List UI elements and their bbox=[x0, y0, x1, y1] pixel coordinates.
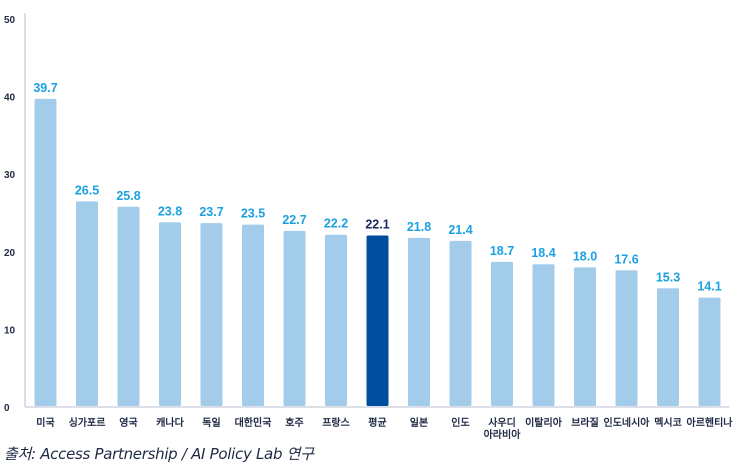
value-label: 21.4 bbox=[448, 223, 472, 237]
x-tick-label-line: 프랑스 bbox=[322, 417, 350, 429]
bar bbox=[657, 288, 679, 406]
value-label: 26.5 bbox=[75, 183, 99, 197]
x-tick-label: 영국 bbox=[119, 416, 137, 429]
x-tick-label: 이탈리아 bbox=[525, 416, 563, 429]
bar bbox=[491, 261, 513, 406]
bars bbox=[34, 98, 721, 406]
y-tick-labels: 0 10 20 30 40 50 bbox=[4, 15, 16, 414]
x-tick-label-line: 사우디 bbox=[488, 416, 516, 429]
x-tick-label: 미국 bbox=[36, 416, 54, 429]
bar bbox=[698, 297, 721, 406]
y-tick-label: 50 bbox=[4, 15, 16, 26]
x-tick-label: 아르헨티나 bbox=[687, 416, 734, 429]
x-tick-label: 호주 bbox=[285, 416, 303, 429]
value-label: 15.3 bbox=[656, 270, 680, 284]
y-tick-label: 10 bbox=[4, 325, 16, 336]
value-label: 39.7 bbox=[33, 81, 57, 95]
x-tick-label-line: 영국 bbox=[119, 416, 137, 429]
bar bbox=[449, 240, 472, 406]
value-label: 23.7 bbox=[199, 205, 223, 219]
y-tick-label: 0 bbox=[4, 403, 10, 414]
x-tick-label: 사우디 아라비아 bbox=[484, 416, 522, 440]
x-tick-label-line: 인도 bbox=[451, 416, 469, 429]
x-tick-label-line: 멕시코 bbox=[654, 416, 682, 429]
value-label: 18.4 bbox=[531, 246, 555, 260]
x-tick-label-line: 인도네시아 bbox=[604, 416, 651, 429]
x-tick-label-line: 독일 bbox=[202, 416, 220, 429]
x-tick-label-line: 평균 bbox=[368, 416, 386, 429]
x-tick-label-line: 대한민국 bbox=[235, 416, 272, 429]
x-tick-label: 대한민국 bbox=[235, 416, 272, 429]
bar bbox=[408, 237, 430, 406]
x-tick-label: 인도네시아 bbox=[604, 416, 651, 429]
x-tick-label-line: 호주 bbox=[285, 416, 303, 429]
x-tick-label: 평균 bbox=[368, 416, 386, 429]
x-tick-label: 프랑스 bbox=[322, 417, 350, 429]
bar bbox=[117, 206, 140, 406]
x-tick-label: 인도 bbox=[451, 416, 469, 429]
value-label: 18.7 bbox=[490, 244, 514, 258]
x-tick-label-line: 아르헨티나 bbox=[687, 416, 734, 429]
bar-chart: 0 10 20 30 40 50 39.7 26.5 25.8 23.8 23.7 23.5 22.7… bbox=[4, 13, 733, 440]
x-tick-label-line: 미국 bbox=[36, 416, 54, 429]
y-tick-label: 40 bbox=[4, 93, 16, 104]
bar bbox=[76, 201, 98, 406]
bar bbox=[34, 98, 57, 406]
x-tick-label: 일본 bbox=[410, 416, 428, 429]
x-tick-label-line: 싱가포르 bbox=[69, 416, 106, 429]
value-label: 25.8 bbox=[116, 189, 140, 203]
bar bbox=[200, 223, 223, 406]
x-tick-label-line: 캐나다 bbox=[156, 416, 184, 429]
bar-highlight bbox=[366, 235, 389, 406]
value-label: 22.2 bbox=[324, 217, 348, 231]
bar bbox=[574, 267, 596, 406]
value-label: 18.0 bbox=[573, 249, 597, 263]
x-tick-label-line: 아라비아 bbox=[484, 428, 522, 440]
bar bbox=[615, 270, 638, 406]
x-tick-label: 멕시코 bbox=[654, 416, 682, 429]
x-tick-label: 싱가포르 bbox=[69, 416, 106, 429]
x-tick-label-line: 일본 bbox=[410, 416, 428, 429]
value-label: 21.8 bbox=[407, 220, 431, 234]
bar bbox=[242, 224, 264, 406]
bar bbox=[325, 234, 347, 406]
x-tick-label: 브라질 bbox=[571, 416, 599, 429]
source-caption: 출처: Access Partnership / AI Policy Lab 연… bbox=[4, 445, 314, 463]
value-label: 14.1 bbox=[697, 280, 721, 294]
bar bbox=[283, 230, 306, 406]
x-tick-label-line: 이탈리아 bbox=[525, 416, 563, 429]
bar bbox=[532, 264, 555, 406]
y-tick-label: 30 bbox=[4, 170, 16, 181]
bar bbox=[159, 222, 181, 406]
value-labels: 39.7 26.5 25.8 23.8 23.7 23.5 22.7 22.2 22.1 21.8… bbox=[33, 81, 721, 294]
value-label: 22.1 bbox=[365, 218, 389, 232]
x-tick-label: 캐나다 bbox=[156, 416, 184, 429]
value-label: 23.5 bbox=[241, 207, 265, 221]
value-label: 22.7 bbox=[282, 213, 306, 227]
value-label: 23.8 bbox=[158, 204, 182, 218]
x-tick-label-line: 브라질 bbox=[571, 416, 599, 429]
y-tick-label: 20 bbox=[4, 248, 16, 259]
value-label: 17.6 bbox=[614, 252, 638, 266]
x-tick-label: 독일 bbox=[202, 416, 220, 429]
